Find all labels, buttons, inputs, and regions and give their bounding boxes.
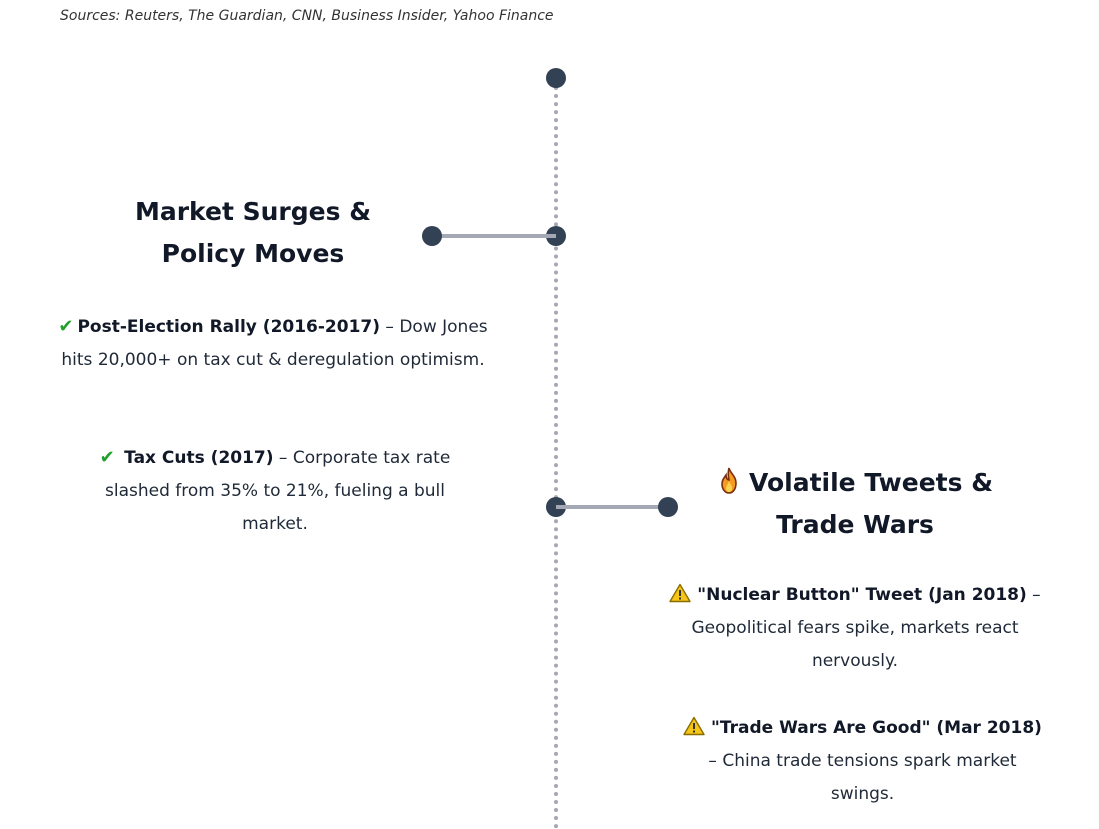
fire-icon xyxy=(721,467,737,494)
left-item-post-election-rally: ✔ Post-Election Rally (2016-2017) – Dow J… xyxy=(58,310,488,377)
item-text: – Dow Jones hits 20,000+ on tax cut & de… xyxy=(61,317,488,370)
right-item-trade-wars: "Trade Wars Are Good" (Mar 2018) – China… xyxy=(680,712,1045,811)
item-heading: Tax Cuts (2017) xyxy=(124,448,274,468)
check-icon: ✔ xyxy=(58,316,74,337)
left-section-title: Market Surges & Policy Moves xyxy=(103,191,403,275)
sources-caption: Sources: Reuters, The Guardian, CNN, Bus… xyxy=(60,8,554,24)
right-item-nuclear-button-tweet: "Nuclear Button" Tweet (Jan 2018) – Geop… xyxy=(660,579,1050,678)
item-text: – China trade tensions spark market swin… xyxy=(708,751,1017,804)
right-section-title: Volatile Tweets & Trade Wars xyxy=(680,462,1030,546)
item-text: – Geopolitical fears spike, markets reac… xyxy=(691,585,1041,671)
left-section-title-line1: Market Surges & xyxy=(134,197,371,226)
item-heading: "Trade Wars Are Good" (Mar 2018) xyxy=(711,718,1042,738)
left-item-tax-cuts: ✔ Tax Cuts (2017) – Corporate tax rate s… xyxy=(75,441,475,541)
left-section-title-line2: Policy Moves xyxy=(161,239,345,268)
left-branch-connector xyxy=(432,234,556,238)
warning-icon xyxy=(683,716,705,736)
timeline-left-branch-dot xyxy=(546,226,566,246)
timeline-axis xyxy=(554,78,558,829)
item-heading: "Nuclear Button" Tweet (Jan 2018) xyxy=(697,585,1027,605)
right-branch-end-dot xyxy=(658,497,678,517)
timeline-top-dot xyxy=(546,68,566,88)
right-section-title-line1: Volatile Tweets & xyxy=(749,468,993,497)
right-branch-connector xyxy=(556,505,668,509)
warning-icon xyxy=(669,583,691,603)
item-text: – Corporate tax rate slashed from 35% to… xyxy=(105,448,451,534)
check-icon: ✔ xyxy=(99,447,115,468)
left-branch-end-dot xyxy=(422,226,442,246)
right-section-title-line2: Trade Wars xyxy=(776,510,934,539)
item-heading: Post-Election Rally (2016-2017) xyxy=(77,317,381,337)
